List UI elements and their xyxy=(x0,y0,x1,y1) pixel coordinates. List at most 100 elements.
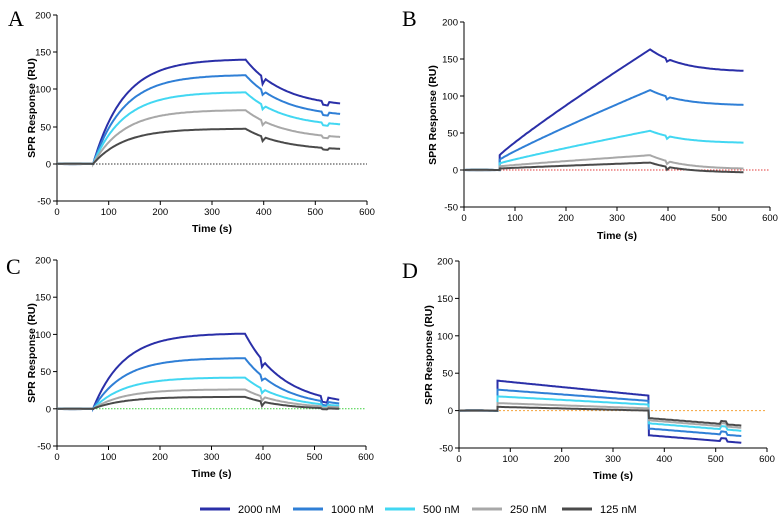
panel-c-x-ticks: 0 100 200 300 400 500 600 xyxy=(54,446,374,463)
sensorgram-250-nm xyxy=(463,154,744,172)
sensorgram-1000-nm xyxy=(56,74,341,166)
panel-d-y-tick-label: -50 xyxy=(439,444,453,455)
panel-c-x-tick-label: 400 xyxy=(255,452,271,463)
sensorgram-125-nm xyxy=(56,127,341,165)
panel-b-x-tick-label: 100 xyxy=(507,213,523,224)
panel-c-x-tick-label: 500 xyxy=(307,452,323,463)
sensorgram-500-nm xyxy=(56,91,341,165)
panel-b-y-tick-label: 100 xyxy=(442,92,458,103)
panel-c: C -50 0 50 100 150 200 0 100 200 300 400… xyxy=(6,254,374,480)
panel-d-y-tick-label: 0 xyxy=(448,406,453,417)
sensorgram-1000-nm xyxy=(463,89,744,172)
panel-c-y-ticks: -50 0 50 100 150 200 xyxy=(35,256,57,453)
legend-label: 2000 nM xyxy=(238,504,281,516)
panel-d-x-tick-label: 100 xyxy=(502,454,518,465)
panel-c-y-tick-label: 200 xyxy=(35,256,51,267)
panel-b-letter: B xyxy=(402,6,417,31)
panel-d-x-tick-label: 200 xyxy=(554,454,570,465)
panel-a-y-tick-label: 100 xyxy=(35,85,51,96)
panel-a-y-tick-label: 50 xyxy=(40,123,51,134)
panel-b-y-tick-label: 50 xyxy=(447,129,458,140)
panel-b-y-tick-label: 200 xyxy=(442,18,458,29)
sensorgram-500-nm xyxy=(56,376,340,410)
panel-a-x-tick-label: 300 xyxy=(204,207,220,218)
panel-d: D -50 0 50 100 150 200 0 100 200 300 400… xyxy=(402,257,775,483)
panel-c-y-tick-label: -50 xyxy=(37,442,51,453)
sensorgram-250-nm xyxy=(56,109,341,168)
panel-c-x-tick-label: 0 xyxy=(54,452,59,463)
panel-a-x-tick-label: 400 xyxy=(256,207,272,218)
legend-label: 1000 nM xyxy=(331,504,374,516)
panel-a-y-tick-label: 150 xyxy=(35,48,51,59)
panel-d-x-axis-title: Time (s) xyxy=(593,470,633,482)
panel-a-x-tick-label: 200 xyxy=(152,207,168,218)
panel-b-x-tick-label: 600 xyxy=(762,213,778,224)
panel-a-x-axis-title: Time (s) xyxy=(192,223,232,235)
panel-c-y-tick-label: 50 xyxy=(40,367,51,378)
panel-d-y-tick-label: 200 xyxy=(437,257,453,268)
sensorgram-1000-nm xyxy=(458,388,742,437)
panel-a: A -50 0 50 100 150 200 0 100 200 300 400… xyxy=(8,6,375,235)
panel-b-y-tick-label: -50 xyxy=(444,203,458,214)
panel-c-series xyxy=(56,332,340,413)
panel-d-x-tick-label: 300 xyxy=(605,454,621,465)
sensorgram-2000-nm xyxy=(458,379,742,444)
panel-b-x-tick-label: 200 xyxy=(558,213,574,224)
panel-b-x-tick-label: 0 xyxy=(461,213,466,224)
panel-d-y-ticks: -50 0 50 100 150 200 xyxy=(437,257,459,455)
sensorgram-2000-nm xyxy=(463,48,744,172)
panel-b-y-tick-label: 150 xyxy=(442,55,458,66)
panel-b-x-axis-title: Time (s) xyxy=(597,230,637,242)
panel-b-x-tick-label: 300 xyxy=(609,213,625,224)
panel-d-x-tick-label: 0 xyxy=(456,454,461,465)
panel-d-y-tick-label: 150 xyxy=(437,294,453,305)
panel-a-x-tick-label: 600 xyxy=(359,207,375,218)
panel-d-y-tick-label: 50 xyxy=(442,369,453,380)
panel-c-x-tick-label: 200 xyxy=(152,452,168,463)
panel-d-x-ticks: 0 100 200 300 400 500 600 xyxy=(456,448,775,465)
panel-d-x-tick-label: 600 xyxy=(759,454,775,465)
panel-b-y-axis-title: SPR Response (RU) xyxy=(427,65,439,165)
legend-label: 500 nM xyxy=(423,504,460,516)
panel-b-x-tick-label: 400 xyxy=(660,213,676,224)
panel-c-y-tick-label: 100 xyxy=(35,330,51,341)
panel-d-y-tick-label: 100 xyxy=(437,331,453,342)
panel-b-x-tick-label: 500 xyxy=(711,213,727,224)
panel-c-x-tick-label: 100 xyxy=(101,452,117,463)
panel-a-y-tick-label: 0 xyxy=(46,160,51,171)
sensorgram-125-nm xyxy=(56,395,340,411)
panel-d-x-tick-label: 500 xyxy=(708,454,724,465)
panel-a-series xyxy=(56,58,341,168)
panel-d-y-axis-title: SPR Response (RU) xyxy=(423,305,435,405)
sensorgram-2000-nm xyxy=(56,332,340,410)
panel-c-x-tick-label: 300 xyxy=(204,452,220,463)
panel-a-x-tick-label: 100 xyxy=(101,207,117,218)
sensorgram-250-nm xyxy=(56,388,340,411)
panel-a-x-tick-label: 500 xyxy=(307,207,323,218)
panel-a-letter: A xyxy=(8,6,24,31)
legend: 2000 nM 1000 nM 500 nM 250 nM 125 nM xyxy=(200,504,637,516)
sensorgram-250-nm xyxy=(458,402,742,429)
panel-c-x-axis-title: Time (s) xyxy=(191,468,231,480)
sensorgram-2000-nm xyxy=(56,58,341,165)
sensorgram-125-nm xyxy=(458,405,742,427)
sensorgram-500-nm xyxy=(463,129,744,172)
panel-c-y-tick-label: 150 xyxy=(35,293,51,304)
sensorgram-500-nm xyxy=(458,395,742,432)
panel-d-series xyxy=(458,379,742,444)
panel-a-x-ticks: 0 100 200 300 400 500 600 xyxy=(54,201,375,218)
panel-b-x-ticks: 0 100 200 300 400 500 600 xyxy=(461,207,778,224)
panel-d-letter: D xyxy=(402,258,418,283)
panel-b-series xyxy=(463,48,744,174)
legend-label: 125 nM xyxy=(600,504,637,516)
panel-a-y-tick-label: 200 xyxy=(35,11,51,22)
panel-a-y-tick-label: -50 xyxy=(37,197,51,208)
panel-c-letter: C xyxy=(6,254,21,279)
panel-c-y-tick-label: 0 xyxy=(46,404,51,415)
panel-b-y-ticks: -50 0 50 100 150 200 xyxy=(442,18,464,214)
panel-b: B -50 0 50 100 150 200 0 100 200 300 400… xyxy=(402,6,778,242)
panel-c-x-tick-label: 600 xyxy=(358,452,374,463)
sensorgram-1000-nm xyxy=(56,357,340,413)
legend-label: 250 nM xyxy=(510,504,547,516)
